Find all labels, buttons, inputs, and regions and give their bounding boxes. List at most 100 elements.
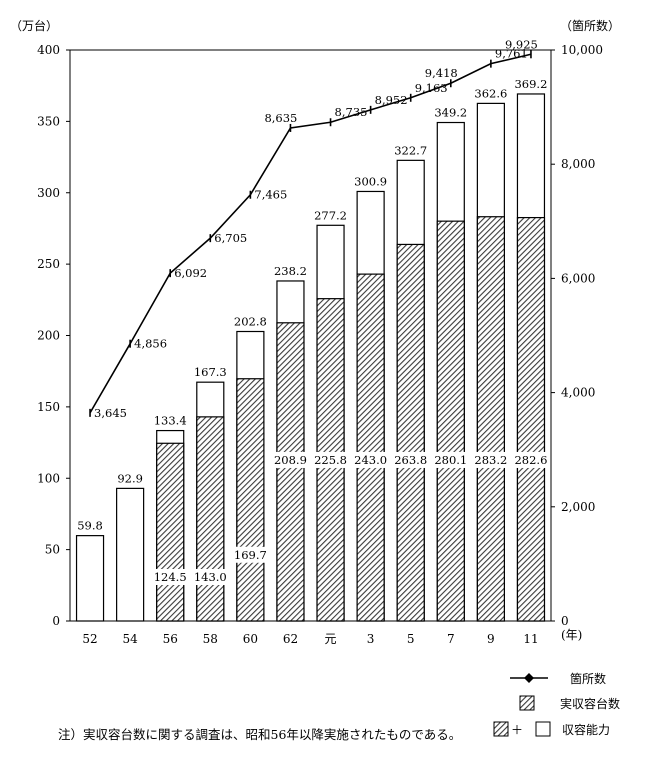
- x-axis-tick-label: 54: [122, 632, 138, 646]
- x-axis-tick-label: 7: [447, 632, 455, 646]
- actual-value-label-box: [511, 451, 550, 468]
- legend-hatched-symbol-2: [493, 721, 509, 737]
- capacity-value-label: 300.9: [354, 174, 387, 188]
- bar-actual-capacity: [236, 378, 265, 622]
- actual-value-label-box: [311, 451, 350, 468]
- location-count-label: 9,761: [495, 47, 528, 61]
- actual-value-label-box: [271, 451, 310, 468]
- data-labels-group: 59.8 92.9 133.4 167.3 202.8 238.2 277.2 300.9 32…: [77, 37, 550, 585]
- x-axis-unit: (年): [561, 628, 582, 642]
- footnote: 注）実収容台数に関する調査は、昭和56年以降実施されたものである。: [58, 727, 462, 742]
- bar-actual-capacity: [516, 216, 546, 622]
- actual-value-label-box: [391, 451, 430, 468]
- actual-value-label: 243.0: [354, 453, 387, 467]
- right-axis-unit: （箇所数）: [560, 18, 620, 33]
- actual-value-label: 143.0: [194, 570, 227, 584]
- bar-actual-capacity: [436, 220, 465, 622]
- right-axis-tick-label: 0: [561, 614, 569, 628]
- left-axis-tick-label: 0: [52, 614, 60, 628]
- location-count-label: 6,092: [174, 266, 207, 280]
- bar-actual-capacity: [276, 322, 305, 622]
- right-axis-tick-label: 10,000: [561, 43, 603, 57]
- bar-actual-capacity: [356, 273, 385, 622]
- location-count-label: 8,635: [264, 111, 297, 125]
- bar-capacity: [116, 487, 145, 622]
- legend-outline-symbol: [535, 721, 551, 737]
- capacity-value-label: 322.7: [394, 143, 427, 157]
- right-axis-tick-label: 8,000: [561, 157, 595, 171]
- capacity-value-label: 238.2: [274, 264, 307, 278]
- x-axis-tick-label: 56: [163, 632, 178, 646]
- x-axis-tick-label: 元: [325, 632, 337, 646]
- actual-value-label: 263.8: [394, 453, 427, 467]
- x-axis-tick-label: 11: [523, 632, 538, 646]
- capacity-value-label: 133.4: [154, 414, 187, 428]
- actual-value-label: 169.7: [234, 548, 267, 562]
- capacity-value-label: 92.9: [117, 471, 143, 485]
- legend-label-location-count: 箇所数: [570, 671, 606, 686]
- actual-value-label: 124.5: [154, 570, 187, 584]
- bars-group: [75, 93, 546, 622]
- location-count-label: 9,163: [415, 81, 448, 95]
- actual-value-label: 225.8: [314, 453, 347, 467]
- x-axis-tick-label: 9: [487, 632, 495, 646]
- location-count-label: 9,925: [505, 37, 538, 51]
- capacity-value-label: 349.2: [434, 106, 467, 120]
- right-axis-tick-label: 6,000: [561, 271, 595, 285]
- left-axis-unit: （万台）: [10, 18, 58, 33]
- capacity-value-label: 202.8: [234, 315, 267, 329]
- actual-value-label-box: [151, 569, 190, 585]
- x-axis-tick-label: 62: [283, 632, 298, 646]
- x-axis-tick-label: 60: [243, 632, 258, 646]
- legend-plus-sign: ＋: [511, 723, 523, 737]
- actual-value-label: 208.9: [274, 453, 307, 467]
- actual-value-label-box: [231, 546, 270, 563]
- right-axis-tick-label: 2,000: [561, 500, 595, 514]
- actual-value-label: 280.1: [434, 453, 467, 467]
- bar-actual-capacity: [196, 416, 225, 622]
- left-axis-tick-label: 100: [37, 471, 60, 485]
- legend-label-actual-capacity: 実収容台数: [560, 696, 620, 711]
- x-axis-tick-label: 52: [82, 632, 97, 646]
- diamond-marker-icon: [524, 673, 534, 683]
- x-axis-tick-label: 58: [203, 632, 218, 646]
- capacity-value-label: 369.2: [514, 77, 547, 91]
- capacity-value-label: 362.6: [474, 86, 507, 100]
- bar-capacity: [75, 535, 105, 622]
- left-axis-tick-label: 250: [37, 257, 60, 271]
- x-axis-tick-label: 3: [367, 632, 375, 646]
- legend-label-capacity: 収容能力: [562, 722, 610, 737]
- location-count-label: 7,465: [254, 188, 287, 202]
- actual-value-label-box: [471, 451, 510, 468]
- left-axis-tick-label: 300: [37, 186, 60, 200]
- actual-value-label: 283.2: [474, 453, 507, 467]
- location-count-label: 6,705: [214, 231, 247, 245]
- x-axis-tick-label: 5: [407, 632, 415, 646]
- line-series-group: [89, 50, 532, 417]
- left-axis-tick-label: 50: [45, 543, 60, 557]
- right-axis-tick-label: 4,000: [561, 386, 595, 400]
- actual-value-label-box: [191, 569, 230, 585]
- location-count-label: 4,856: [134, 337, 167, 351]
- capacity-value-label: 277.2: [314, 208, 347, 222]
- axes-group: 0 50 100 150 200 250 300 350 400 0 2,000 4,000 6,000…: [10, 18, 620, 646]
- actual-value-label: 282.6: [514, 453, 547, 467]
- legend-hatched-symbol: [519, 695, 535, 711]
- location-count-label: 9,418: [425, 66, 458, 80]
- location-count-label: 8,735: [335, 105, 368, 119]
- left-axis-tick-label: 200: [37, 329, 60, 343]
- bar-actual-capacity: [156, 442, 185, 622]
- line-location-count: [89, 53, 532, 414]
- left-axis-tick-label: 150: [37, 400, 60, 414]
- bar-actual-capacity: [476, 216, 505, 622]
- location-count-label: 8,952: [375, 93, 408, 107]
- left-axis-tick-label: 350: [37, 114, 60, 128]
- location-count-label: 3,645: [94, 406, 127, 420]
- bar-actual-capacity: [396, 243, 425, 622]
- left-axis-tick-label: 400: [37, 43, 60, 57]
- capacity-value-label: 59.8: [77, 519, 103, 533]
- actual-value-label-box: [431, 451, 470, 468]
- capacity-value-label: 167.3: [194, 365, 227, 379]
